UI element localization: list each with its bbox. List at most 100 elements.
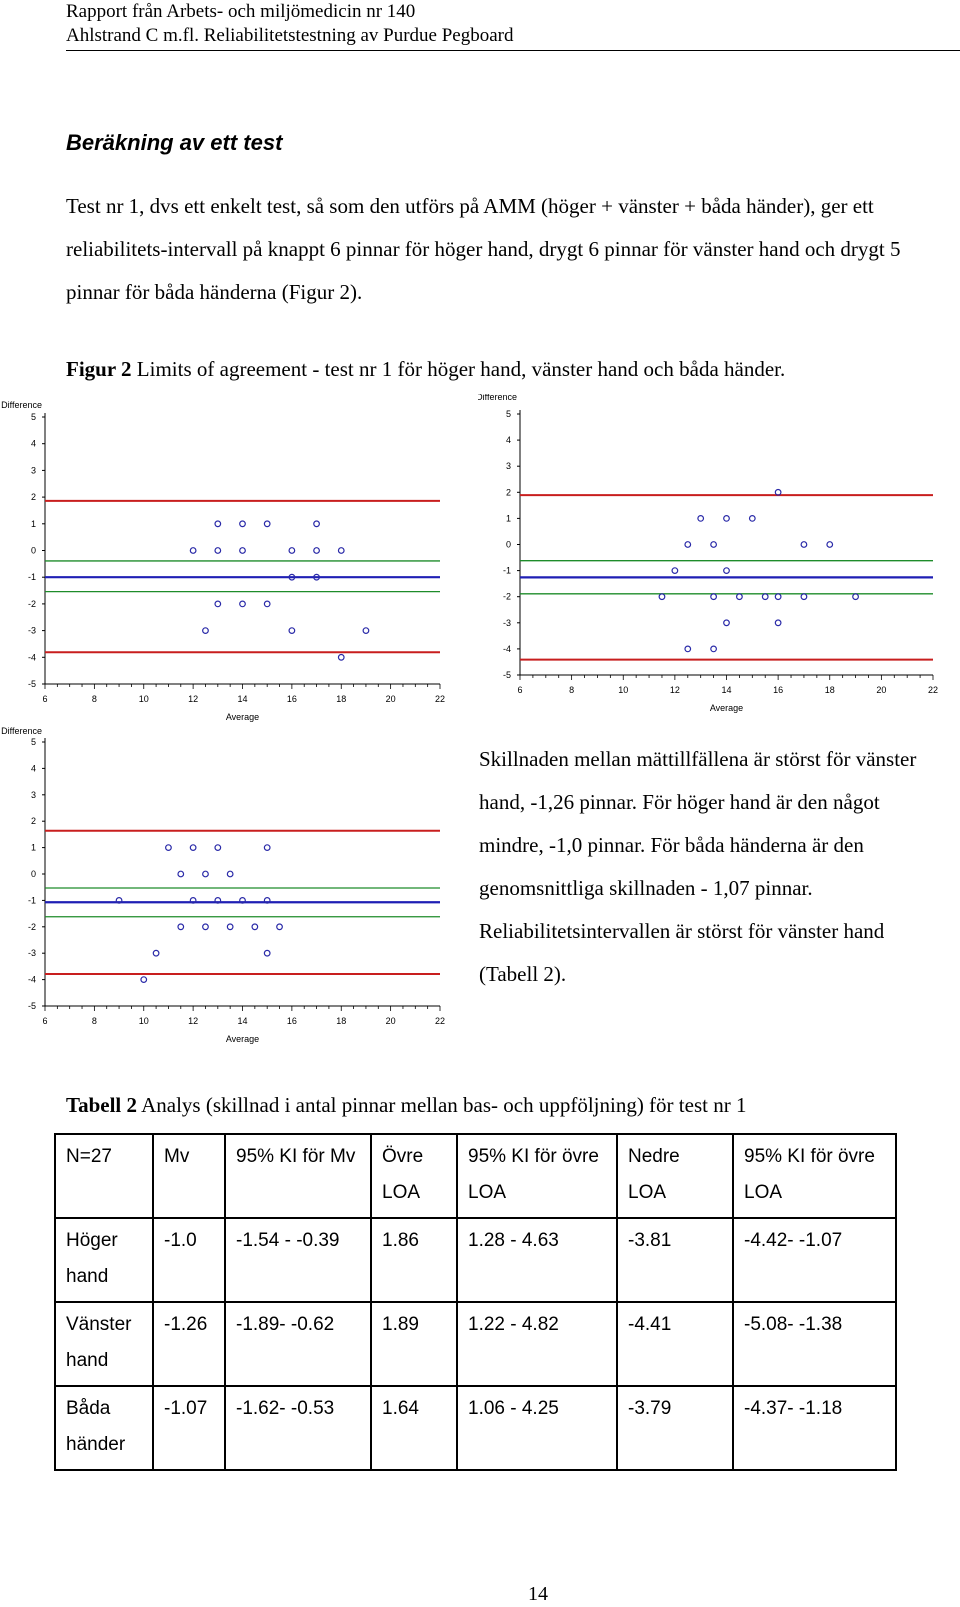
y-tick-label: -3 [503, 618, 511, 628]
table-header-row: N=27 Mv 95% KI för Mv Övre LOA 95% KI fö… [54, 1133, 897, 1219]
x-tick-label: 12 [188, 1016, 198, 1026]
data-point [263, 949, 271, 957]
data-point [362, 627, 370, 635]
table-cell: -4.37- -1.18 [732, 1385, 897, 1471]
y-axis-label: Difference [1, 400, 42, 410]
figure-caption-label: Figur 2 [66, 357, 132, 381]
data-point [313, 520, 320, 528]
y-tick-label: -4 [28, 652, 36, 662]
page-number: 14 [528, 1583, 548, 1605]
data-point [337, 653, 345, 661]
data-point [239, 520, 246, 528]
data-point [697, 514, 705, 522]
y-tick-label: 2 [31, 816, 36, 826]
data-point [214, 547, 222, 554]
data-point [177, 923, 185, 931]
page-header: Rapport från Arbets- och miljömedicin nr… [66, 0, 514, 48]
x-tick-label: 22 [928, 685, 938, 695]
x-tick-label: 6 [517, 685, 522, 695]
y-tick-label: -2 [28, 922, 36, 932]
y-tick-label: 1 [31, 519, 36, 529]
table-cell: -3.81 [616, 1217, 734, 1303]
data-point [202, 870, 209, 878]
y-tick-label: 3 [31, 465, 36, 475]
data-point [723, 567, 730, 575]
x-tick-label: 8 [569, 685, 574, 695]
data-point [263, 600, 271, 608]
data-point [774, 619, 782, 627]
data-point [214, 896, 222, 904]
table-cell: -4.42- -1.07 [732, 1217, 897, 1303]
y-tick-label: 0 [31, 869, 36, 879]
figure-caption: Figur 2 Limits of agreement - test nr 1 … [66, 357, 785, 382]
y-tick-label: -3 [28, 948, 36, 958]
table-cell: Vänster hand [54, 1301, 154, 1387]
x-tick-label: 14 [721, 685, 731, 695]
table-cell: -1.07 [152, 1385, 226, 1471]
y-tick-label: -1 [503, 566, 511, 576]
data-point [800, 541, 808, 548]
table-cell: 1.64 [370, 1385, 458, 1471]
data-point [852, 593, 859, 601]
data-point [177, 870, 185, 878]
data-point [684, 541, 692, 548]
data-point [251, 923, 259, 931]
table-cell: Båda händer [54, 1385, 154, 1471]
y-tick-label: 3 [506, 461, 511, 471]
y-tick-label: -5 [503, 670, 511, 680]
header-line-2: Ahlstrand C m.fl. Reliabilitetstestning … [66, 25, 514, 46]
y-tick-label: -3 [28, 626, 36, 636]
x-tick-label: 8 [92, 694, 97, 704]
data-point [189, 844, 197, 851]
x-tick-label: 8 [92, 1016, 97, 1026]
header-rule [66, 50, 960, 51]
data-point [202, 923, 209, 931]
data-point [671, 567, 679, 575]
data-point [214, 600, 222, 608]
table-cell: -3.79 [616, 1385, 734, 1471]
table-cell: -1.54 - -0.39 [224, 1217, 372, 1303]
x-tick-label: 14 [237, 694, 247, 704]
y-tick-label: 5 [31, 412, 36, 422]
y-tick-label: 5 [31, 737, 36, 747]
data-point [748, 514, 756, 522]
data-point [710, 645, 717, 653]
y-tick-label: -5 [28, 679, 36, 689]
table-cell: Höger hand [54, 1217, 154, 1303]
data-point [658, 593, 666, 601]
x-tick-label: 18 [825, 685, 835, 695]
figure-caption-text: Limits of agreement - test nr 1 för höge… [131, 357, 786, 381]
data-point [710, 593, 717, 601]
data-point [736, 593, 743, 601]
table-caption-text: Analys (skillnad i antal pinnar mellan b… [137, 1093, 747, 1117]
x-tick-label: 16 [287, 1016, 297, 1026]
x-tick-label: 14 [237, 1016, 247, 1026]
chart-left-hand: Difference 5 4 3 2 1 0 -1 -2 -3 -4 -5 6 8 10 12 14 16 18 20… [476, 392, 938, 729]
data-point [189, 896, 197, 904]
x-tick-label: 6 [42, 694, 47, 704]
table-cell: 1.06 - 4.25 [456, 1385, 618, 1471]
y-tick-label: -1 [28, 572, 36, 582]
data-point [226, 923, 234, 931]
x-tick-label: 10 [618, 685, 628, 695]
data-point [214, 844, 222, 851]
y-tick-label: 0 [506, 540, 511, 550]
x-axis-label: Average [710, 703, 743, 713]
x-tick-label: 10 [139, 694, 149, 704]
table-header-cell: N=27 [54, 1133, 154, 1219]
data-point [115, 896, 123, 904]
table-header-cell: Övre LOA [370, 1133, 458, 1219]
data-point [337, 547, 345, 554]
y-tick-label: -4 [503, 644, 511, 654]
side-paragraph: Skillnaden mellan mättillfällena är stör… [479, 747, 917, 986]
x-tick-label: 20 [386, 1016, 396, 1026]
y-axis-label: Difference [478, 394, 517, 402]
table-row: Höger hand -1.0 -1.54 - -0.39 1.86 1.28 … [54, 1217, 897, 1303]
chart-right-hand: Difference 5 4 3 2 1 0 -1 -2 -3 -4 -5 6 8 10 12 14 16 18 20… [0, 398, 460, 743]
table-header-cell: 95% KI för övre LOA [732, 1133, 897, 1219]
x-tick-label: 6 [42, 1016, 47, 1026]
data-point [710, 541, 717, 548]
y-tick-label: 0 [31, 546, 36, 556]
x-tick-label: 18 [336, 1016, 346, 1026]
